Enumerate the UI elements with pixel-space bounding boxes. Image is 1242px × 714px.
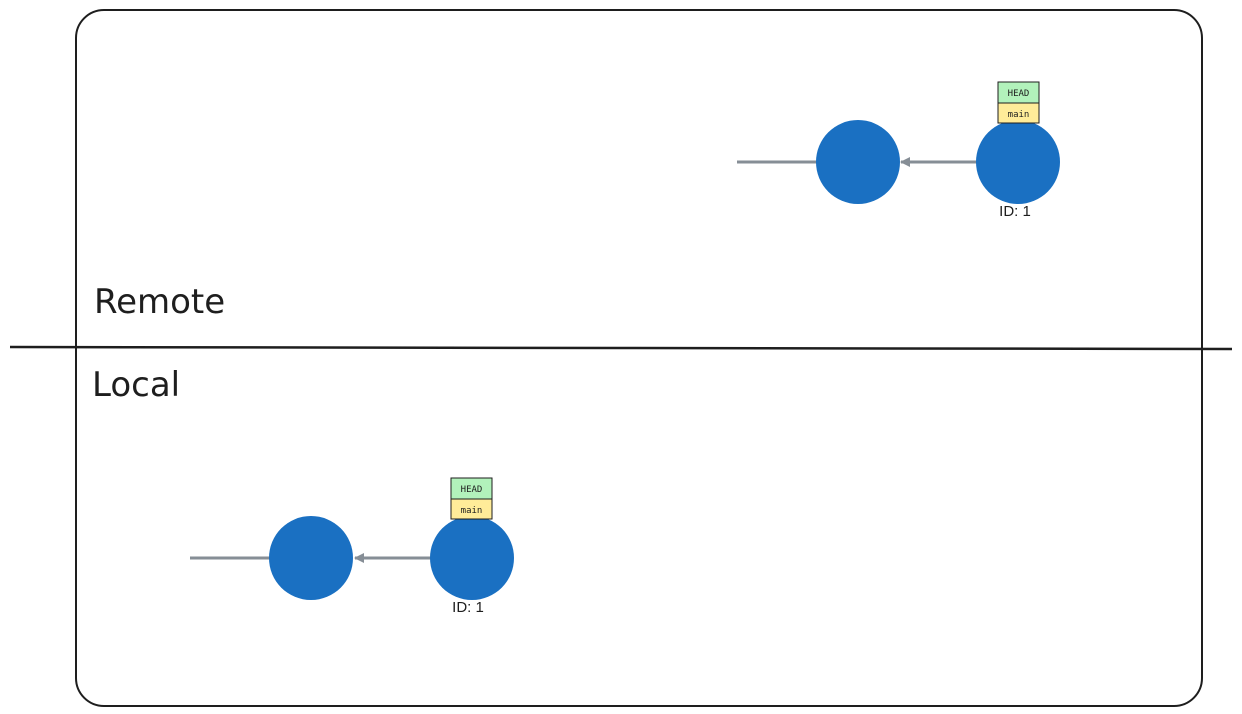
remote-parent-commit[interactable] (816, 120, 900, 204)
local-head-commit-id: ID: 1 (452, 599, 484, 616)
remote-section: Remote ID: 1 HEAD main (94, 81, 1060, 322)
remote-head-ref: HEAD (1008, 89, 1030, 99)
local-head-commit[interactable] (430, 516, 514, 600)
remote-head-commit-id: ID: 1 (999, 203, 1031, 220)
local-head-ref: HEAD (461, 485, 483, 495)
remote-local-divider (9, 345, 1233, 351)
remote-main-ref: main (1008, 110, 1030, 120)
local-main-ref: main (461, 506, 483, 516)
remote-ref-labels: HEAD main (997, 81, 1040, 124)
remote-main-ref-box (997, 102, 1040, 124)
remote-head-commit[interactable] (976, 120, 1060, 204)
remote-label: Remote (94, 282, 225, 322)
local-label: Local (92, 365, 180, 405)
local-parent-commit[interactable] (269, 516, 353, 600)
local-main-ref-box (450, 498, 493, 520)
local-section: Local ID: 1 HEAD main (92, 365, 514, 616)
outer-frame (75, 9, 1203, 707)
local-ref-labels: HEAD main (450, 477, 493, 520)
